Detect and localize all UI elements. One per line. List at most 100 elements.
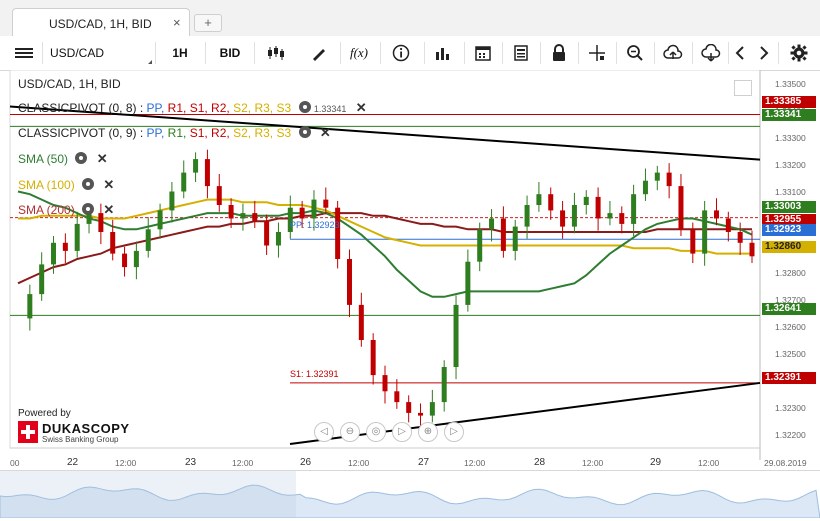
x-label-22-noon: 12:00 (115, 458, 137, 468)
x-label-date: 29.08.2019 (764, 458, 807, 468)
navigator-chart (0, 471, 820, 519)
news-button[interactable] (508, 40, 534, 66)
newspaper-icon (514, 45, 528, 61)
zoom-button[interactable] (622, 40, 648, 66)
menu-icon[interactable] (8, 40, 40, 66)
bullish-candle (477, 222, 483, 272)
nav-zoom-in-button[interactable]: ⊕ (418, 422, 438, 442)
candles-icon (268, 46, 284, 60)
bearish-candle (500, 206, 506, 258)
navigator-panel[interactable] (0, 470, 820, 519)
crosshair-button[interactable] (584, 40, 610, 66)
bearish-candle (548, 187, 554, 220)
candle-body (27, 294, 33, 319)
sma-200-gear-icon[interactable] (82, 203, 95, 215)
bullish-candle (453, 295, 459, 380)
sma-50-gear-icon[interactable] (75, 152, 88, 164)
lock-button[interactable] (546, 40, 572, 66)
pivot-2-s2: S2, (233, 126, 252, 140)
tab-close-icon[interactable]: × (173, 15, 181, 30)
nav-zoom-out-button[interactable]: ⊖ (340, 422, 360, 442)
scroll-left-button[interactable] (730, 40, 750, 66)
candle-body (631, 194, 637, 224)
candle-body (642, 180, 648, 195)
calendar-button[interactable] (470, 40, 496, 66)
bullish-candle (441, 360, 447, 412)
x-label-00: 00 (10, 458, 20, 468)
sma-100-gear-icon[interactable] (82, 178, 95, 190)
volume-button[interactable] (430, 40, 456, 66)
candle-body (358, 304, 364, 340)
sma-100-close-icon[interactable]: ✕ (103, 177, 115, 192)
pivot-2-close-icon[interactable]: ✕ (319, 125, 331, 140)
nav-reset-button[interactable]: ◎ (366, 422, 386, 442)
x-label-26: 26 (300, 457, 312, 468)
bearish-candle (264, 214, 270, 255)
legend-sma-50: SMA (50) ✕ (18, 151, 108, 167)
bearish-candle (560, 200, 566, 239)
navigator-window[interactable] (0, 471, 296, 518)
nav-end-button[interactable]: ▷ (444, 422, 464, 442)
price-tag: 1.32391 (762, 372, 816, 384)
candle-body (228, 205, 234, 219)
bullish-candle (74, 211, 80, 258)
candle-body (264, 221, 270, 246)
add-tab-button[interactable]: + (194, 14, 222, 32)
pivot-2-name: CLASSICPIVOT (0, 9) (18, 126, 137, 140)
bearish-candle (595, 187, 601, 231)
pivot-1-gear-icon[interactable] (298, 101, 311, 113)
candle-body (299, 207, 305, 219)
nav-back-button[interactable]: ◁ (314, 422, 334, 442)
candle-body (560, 210, 566, 227)
bullish-candle (145, 217, 151, 258)
download-button[interactable] (698, 40, 724, 66)
bullish-candle (133, 241, 139, 280)
candle-body (51, 242, 57, 265)
nav-forward-button[interactable]: ▷ (392, 422, 412, 442)
chart-type-button[interactable] (258, 40, 294, 66)
legend-header: USD/CAD, 1H, BID (18, 77, 121, 91)
pivot-2-gear-icon[interactable] (298, 126, 311, 138)
pivot-1-r2: R2, (211, 101, 230, 115)
legend-sma-200: SMA (200) ✕ (18, 202, 114, 218)
candle-body (110, 232, 116, 254)
sma-200-close-icon[interactable]: ✕ (103, 202, 115, 217)
symbol-selector[interactable]: USD/CAD (46, 40, 154, 66)
bearish-candle (666, 163, 672, 199)
pivot-1-name: CLASSICPIVOT (0, 8) (18, 101, 137, 115)
drawing-tool-button[interactable] (302, 40, 336, 66)
fx-label: f(x) (349, 45, 369, 60)
expand-icon[interactable] (734, 80, 752, 96)
bearish-candle (110, 219, 116, 261)
candle-body (524, 205, 530, 227)
upper-trendline (9, 105, 761, 161)
candle-body (619, 213, 625, 224)
chart-tab[interactable]: USD/CAD, 1H, BID × (12, 8, 190, 36)
candle-body (133, 250, 139, 268)
x-label-27: 27 (418, 457, 430, 468)
price-tag: 1.32955 (762, 214, 816, 226)
candle-body (725, 218, 731, 232)
price-tag: 1.33003 (762, 201, 816, 213)
sma-50-line (17, 190, 753, 298)
period-selector[interactable]: 1H (160, 40, 200, 66)
candle-body (145, 229, 151, 251)
indicators-button[interactable]: f(x) (344, 40, 374, 66)
pivot-1-close-icon[interactable]: ✕ (355, 100, 367, 115)
x-label-26-noon: 12:00 (348, 458, 370, 468)
bullish-candle (287, 195, 293, 239)
candle-body (737, 232, 743, 243)
side-selector[interactable]: BID (210, 40, 250, 66)
bullish-candle (654, 165, 660, 191)
settings-button[interactable] (786, 40, 812, 66)
upload-button[interactable] (660, 40, 686, 66)
candle-body (382, 375, 388, 392)
pp-annotation: PP: 1.32923 (290, 220, 340, 230)
sma-50-close-icon[interactable]: ✕ (96, 151, 108, 166)
price-chart[interactable] (0, 70, 820, 470)
candle-body (702, 210, 708, 254)
info-button[interactable] (388, 40, 414, 66)
price-tag: 1.33341 (762, 109, 816, 121)
scroll-right-button[interactable] (754, 40, 774, 66)
bearish-candle (122, 246, 128, 277)
